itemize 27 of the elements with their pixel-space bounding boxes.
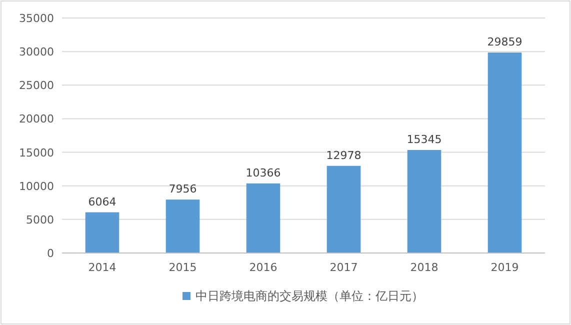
bar <box>488 52 522 253</box>
x-tick-label: 2018 <box>410 261 438 274</box>
y-tick-label: 0 <box>47 247 54 260</box>
x-tick-label: 2017 <box>330 261 358 274</box>
bar <box>85 212 120 253</box>
data-label: 15345 <box>406 132 442 146</box>
legend-label: 中日跨境电商的交易规模（单位：亿日元） <box>196 289 424 303</box>
y-tick-label: 10000 <box>19 180 54 193</box>
y-tick-label: 20000 <box>19 112 54 126</box>
bar <box>326 166 361 253</box>
y-tick-label: 35000 <box>19 12 54 25</box>
y-tick-label: 15000 <box>19 146 54 160</box>
data-label: 10366 <box>246 166 281 180</box>
data-label: 12978 <box>326 148 362 162</box>
x-tick-label: 2014 <box>88 261 116 274</box>
y-tick-label: 5000 <box>26 213 54 226</box>
x-tick-label: 2019 <box>490 261 519 274</box>
bar <box>407 150 442 253</box>
y-tick-label: 25000 <box>19 79 54 92</box>
x-tick-label: 2016 <box>249 261 278 274</box>
bar <box>246 183 280 253</box>
data-label: 29859 <box>487 36 522 49</box>
data-label: 6064 <box>88 195 116 208</box>
x-tick-label: 2015 <box>168 261 197 274</box>
bar <box>166 200 200 253</box>
y-tick-label: 30000 <box>19 46 54 59</box>
data-label: 7956 <box>168 182 197 196</box>
